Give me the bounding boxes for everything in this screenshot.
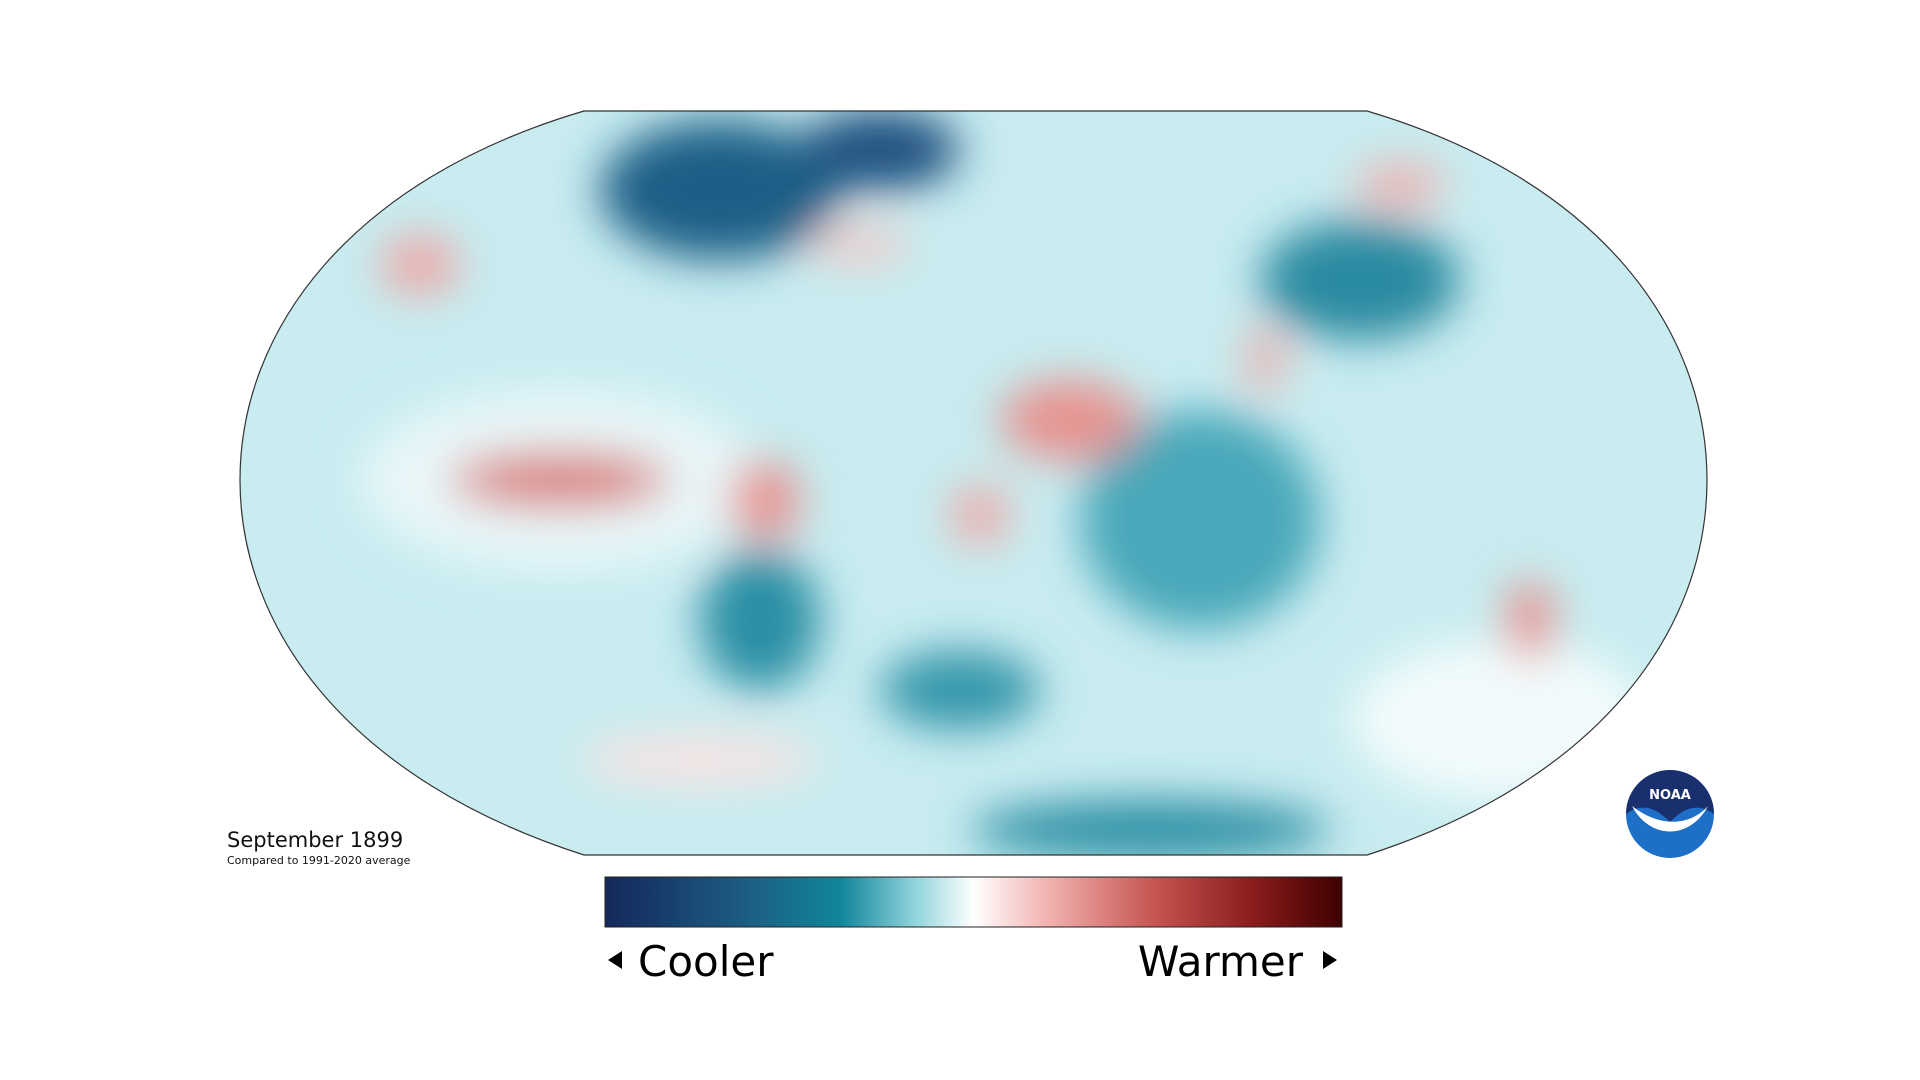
map-outline [239, 110, 1708, 856]
legend-high: Warmer [1138, 937, 1304, 986]
color-scale [604, 876, 1343, 928]
arrow-left [608, 951, 622, 969]
map-subtitle: Compared to 1991-2020 average [227, 854, 411, 867]
logo-text: NOAA [1649, 788, 1691, 803]
arrow-right [1323, 951, 1337, 969]
map-title: September 1899 [227, 828, 403, 852]
anomaly-field [240, 111, 1707, 855]
noaa-logo: NOAA [1626, 770, 1714, 858]
legend-low: Cooler [638, 937, 774, 986]
